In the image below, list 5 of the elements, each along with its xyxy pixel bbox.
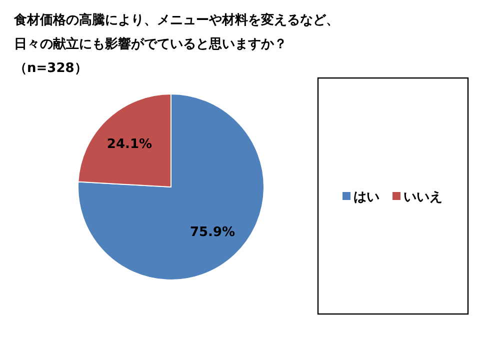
data-label: 75.9% bbox=[190, 224, 236, 240]
legend-label: はい bbox=[354, 190, 380, 205]
data-label: 24.1% bbox=[106, 137, 152, 152]
legend-label: いいえ bbox=[404, 190, 442, 205]
chart-title: 食材価格の高騰により、メニューや材料を変えるなど、日々の献立にも影響がでていると思いますか？（n=328） bbox=[14, 12, 340, 78]
